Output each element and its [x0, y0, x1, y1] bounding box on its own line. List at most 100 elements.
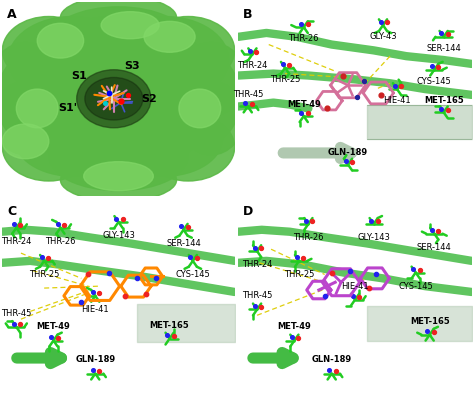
Text: THR-45: THR-45	[233, 90, 263, 100]
Ellipse shape	[37, 55, 130, 123]
Point	[38, 254, 46, 261]
Point	[257, 245, 265, 252]
Point	[428, 227, 436, 233]
Point	[372, 271, 380, 278]
Text: CYS-145: CYS-145	[175, 270, 210, 279]
Text: HIE-41: HIE-41	[383, 96, 411, 105]
Point	[346, 267, 354, 274]
Point	[326, 367, 333, 373]
Point	[438, 30, 445, 37]
Point	[416, 267, 424, 273]
Point	[242, 100, 249, 106]
Point	[430, 329, 438, 335]
Text: SER-144: SER-144	[417, 243, 452, 252]
Ellipse shape	[2, 124, 49, 159]
Ellipse shape	[101, 12, 159, 39]
Ellipse shape	[159, 51, 240, 147]
Point	[323, 105, 331, 111]
Point	[293, 254, 301, 261]
Point	[435, 64, 442, 70]
Text: S1: S1	[71, 71, 87, 81]
Text: THR-26: THR-26	[293, 233, 324, 242]
Point	[438, 106, 445, 112]
Ellipse shape	[107, 99, 223, 176]
Text: MET-49: MET-49	[36, 322, 70, 331]
Point	[54, 335, 61, 341]
Point	[96, 290, 103, 296]
Text: A: A	[7, 8, 17, 21]
Point	[184, 224, 191, 230]
Ellipse shape	[176, 43, 246, 116]
Text: THR-24: THR-24	[237, 61, 268, 70]
Point	[257, 304, 265, 310]
Text: THR-26: THR-26	[289, 34, 319, 43]
Ellipse shape	[66, 58, 171, 139]
Point	[101, 100, 109, 106]
Text: MET-49: MET-49	[277, 322, 311, 331]
Text: HIE-41: HIE-41	[341, 282, 369, 291]
Point	[361, 78, 368, 85]
Point	[304, 110, 311, 117]
Point	[78, 299, 85, 305]
Ellipse shape	[179, 89, 221, 128]
Point	[246, 48, 254, 54]
Ellipse shape	[142, 113, 235, 181]
Point	[285, 62, 293, 68]
Ellipse shape	[142, 17, 235, 84]
Point	[61, 222, 68, 228]
Point	[152, 275, 159, 282]
Ellipse shape	[77, 70, 151, 128]
Ellipse shape	[179, 81, 244, 155]
Point	[10, 320, 18, 327]
Point	[349, 293, 356, 299]
Ellipse shape	[16, 15, 221, 174]
Ellipse shape	[0, 81, 58, 155]
Point	[342, 158, 349, 164]
Ellipse shape	[49, 7, 188, 75]
Point	[96, 368, 103, 374]
Text: S3: S3	[125, 61, 140, 71]
Point	[133, 275, 141, 282]
Point	[279, 61, 286, 68]
Point	[164, 332, 171, 339]
Point	[105, 90, 113, 96]
Point	[45, 255, 52, 261]
Point	[354, 94, 361, 100]
Point	[391, 83, 398, 89]
Ellipse shape	[0, 51, 78, 147]
Point	[143, 291, 150, 297]
Point	[124, 92, 132, 98]
Text: THR-26: THR-26	[45, 237, 76, 246]
Point	[105, 269, 113, 276]
Text: THR-45: THR-45	[1, 309, 31, 318]
Text: MET-165: MET-165	[410, 317, 449, 325]
Point	[10, 221, 18, 228]
Ellipse shape	[16, 89, 58, 128]
Ellipse shape	[61, 0, 176, 39]
Text: THR-25: THR-25	[29, 270, 59, 279]
Ellipse shape	[2, 17, 95, 84]
Text: MET-49: MET-49	[287, 100, 320, 109]
Point	[187, 254, 194, 261]
Text: THR-25: THR-25	[270, 75, 300, 84]
Point	[356, 294, 363, 300]
Point	[17, 321, 24, 327]
Point	[309, 218, 316, 224]
Text: MET-165: MET-165	[424, 96, 464, 105]
Point	[300, 255, 307, 261]
Text: SER-144: SER-144	[426, 44, 461, 53]
Point	[410, 266, 417, 272]
Text: CYS-145: CYS-145	[398, 282, 433, 291]
Point	[302, 217, 310, 224]
Point	[423, 328, 431, 335]
Point	[377, 19, 384, 25]
Text: GLY-143: GLY-143	[357, 233, 390, 242]
Point	[377, 92, 384, 98]
Point	[321, 293, 328, 299]
Ellipse shape	[2, 113, 95, 181]
Point	[383, 19, 391, 26]
Point	[177, 223, 185, 229]
Ellipse shape	[37, 23, 83, 58]
Text: GLN-189: GLN-189	[328, 149, 368, 158]
Ellipse shape	[83, 162, 153, 191]
